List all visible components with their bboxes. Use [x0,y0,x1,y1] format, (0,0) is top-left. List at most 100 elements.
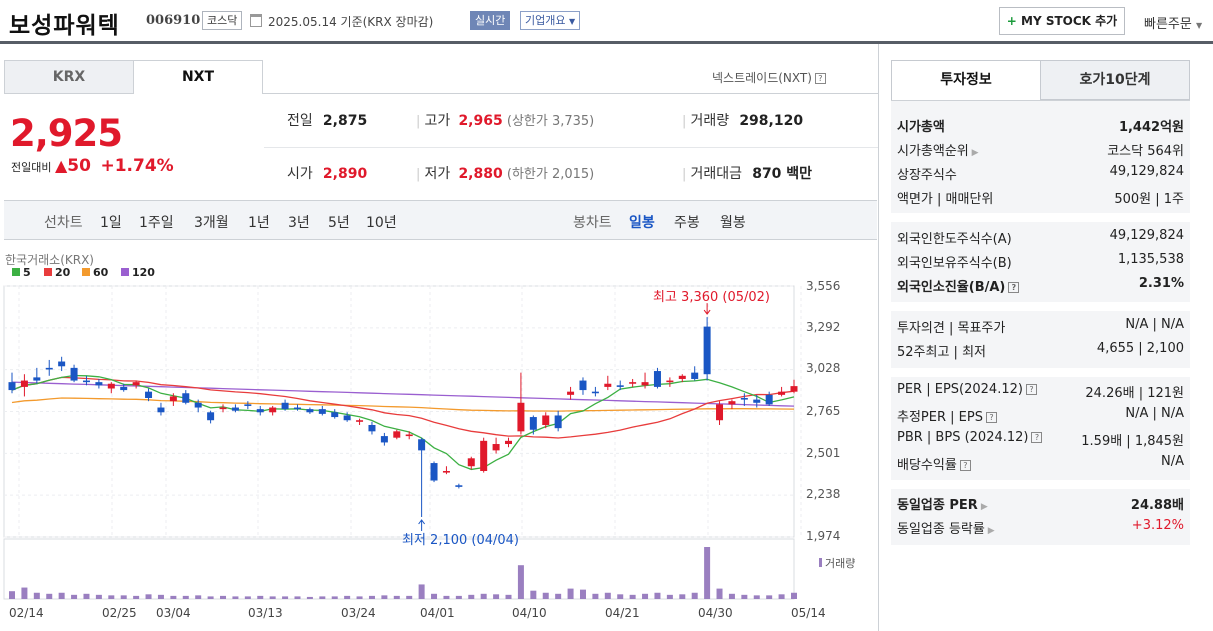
candle-body [306,409,314,413]
quick-order-label: 빠른주문 [1144,17,1192,32]
help-icon[interactable]: ? [1008,282,1020,293]
lower-limit-value: 2,015) [551,167,595,182]
mystock-add-label: MY STOCK 추가 [1021,14,1118,28]
volume-bar [480,593,487,599]
legend-swatch [12,268,20,276]
prev-value: 2,875 [322,113,368,129]
quick-order-dropdown[interactable]: 빠른주문 ▼ [1144,13,1202,32]
help-icon[interactable]: ? [1031,432,1043,443]
invest-row-label: 시가총액 [897,120,945,135]
invest-section-1 [891,101,1190,213]
ma5-legend: 5 [12,266,31,279]
volume-bar [182,595,189,599]
volume: | 거래량 298,120 [682,113,804,129]
realtime-button[interactable]: 실시간 [470,11,511,30]
help-icon[interactable]: ? [959,460,971,471]
volume-bar [604,592,611,599]
quote-basis: 기준(KRX 장마감) [340,15,434,29]
candle-body [442,470,450,473]
chart-source: 한국거래소(KRX) [5,253,94,267]
period-1w[interactable]: 1주일 [139,215,174,231]
invest-row-label: PER | EPS(2024.12)? [897,382,1037,397]
volume-bar [741,594,748,599]
stock-name: 보성파워텍 [9,13,120,39]
invest-row: 액면가 | 매매단위 500원 | 1주 [897,188,1184,208]
volume-bar [766,595,773,599]
tab-nxt[interactable]: NXT [133,60,263,94]
period-1y[interactable]: 1년 [248,215,270,231]
period-1d[interactable]: 1일 [100,215,122,231]
calendar-icon [250,14,262,27]
volume-bar [58,592,65,599]
period-10y[interactable]: 10년 [366,215,397,231]
x-tick: 04/01 [420,606,455,620]
candle-body [269,407,277,413]
tab-orderbook[interactable]: 호가10단계 [1040,60,1190,100]
help-icon[interactable]: ? [1025,384,1037,395]
invest-row-value: 1.59배 | 1,845원 [1081,434,1184,449]
tab-krx[interactable]: KRX [4,60,134,94]
candle-body [281,402,289,410]
candle-body [343,415,351,421]
candle-body [120,386,128,391]
candle-body [778,391,786,395]
tab-underline [263,93,878,94]
invest-row-label: 외국인소진율(B/A)? [897,276,1020,295]
volume-bar [46,593,53,599]
invest-row-value: +3.12% [1131,518,1184,533]
legend-swatch [44,268,52,276]
period-3y[interactable]: 3년 [288,215,310,231]
period-5y[interactable]: 5년 [328,215,350,231]
mystock-add-button[interactable]: + MY STOCK 추가 [999,7,1125,35]
low-label: 저가 [424,166,451,182]
volume-bar [95,594,102,599]
ma20-line [11,376,795,439]
candle-body [405,434,413,437]
invest-row[interactable]: 동일업종 등락률 ▶ +3.12% [897,518,1184,538]
candle-body [219,407,227,410]
candle-body [517,402,525,432]
company-overview-dropdown[interactable]: 기업개요 ▼ [520,11,581,30]
candle-body [207,412,215,421]
invest-row-label: 투자의견 | 목표주가 [897,321,1006,336]
nextrade-text: 넥스트레이드(NXT) [712,71,812,85]
volume-bar [530,590,537,599]
invest-row[interactable]: 동일업종 PER ▶ 24.88배 [897,494,1184,514]
help-icon[interactable]: ? [985,412,997,423]
x-tick: 03/24 [341,606,376,620]
invest-row-value: 24.88배 [1130,498,1184,513]
tab-invest-info[interactable]: 투자정보 [891,60,1041,100]
candle-body [703,326,711,375]
candle-body [591,391,599,394]
candle-body [157,407,165,413]
volume-bar [716,588,723,599]
up-triangle-icon: ▲ [54,156,68,175]
price-chart[interactable] [0,280,878,631]
candle-body [8,382,16,391]
invest-row-value: 4,655 | 2,100 [1096,341,1184,356]
candle-weekly[interactable]: 주봉 [674,215,700,231]
volume-bar [629,594,636,599]
line-chart-label: 선차트 [44,215,83,231]
candle-monthly[interactable]: 월봉 [720,215,746,231]
volume-bar [244,596,251,599]
volume-bar [567,588,574,599]
period-3m[interactable]: 3개월 [194,215,229,231]
candle-body [20,380,28,387]
invest-row[interactable]: 시가총액순위 ▶ 코스닥 564위 [897,140,1184,160]
volume-bar [542,592,549,599]
invest-row-value: 1,135,538 [1117,252,1184,267]
volume-bar [157,594,164,599]
high-annotation: 최고 3,360 (05/02) [653,290,771,305]
low-value: 2,880 [458,166,503,182]
candle-body [554,415,562,429]
volume-bar [282,596,289,599]
invest-row: 외국인소진율(B/A)? 2.31% [897,276,1184,296]
volume-bar [170,595,177,599]
x-tick: 05/14 [791,606,826,620]
x-tick: 04/30 [698,606,733,620]
invest-row-label: 외국인보유주식수(B) [897,256,1012,271]
help-icon[interactable]: ? [814,73,826,84]
candle-daily[interactable]: 일봉 [629,215,655,231]
volume-bar [517,565,524,599]
